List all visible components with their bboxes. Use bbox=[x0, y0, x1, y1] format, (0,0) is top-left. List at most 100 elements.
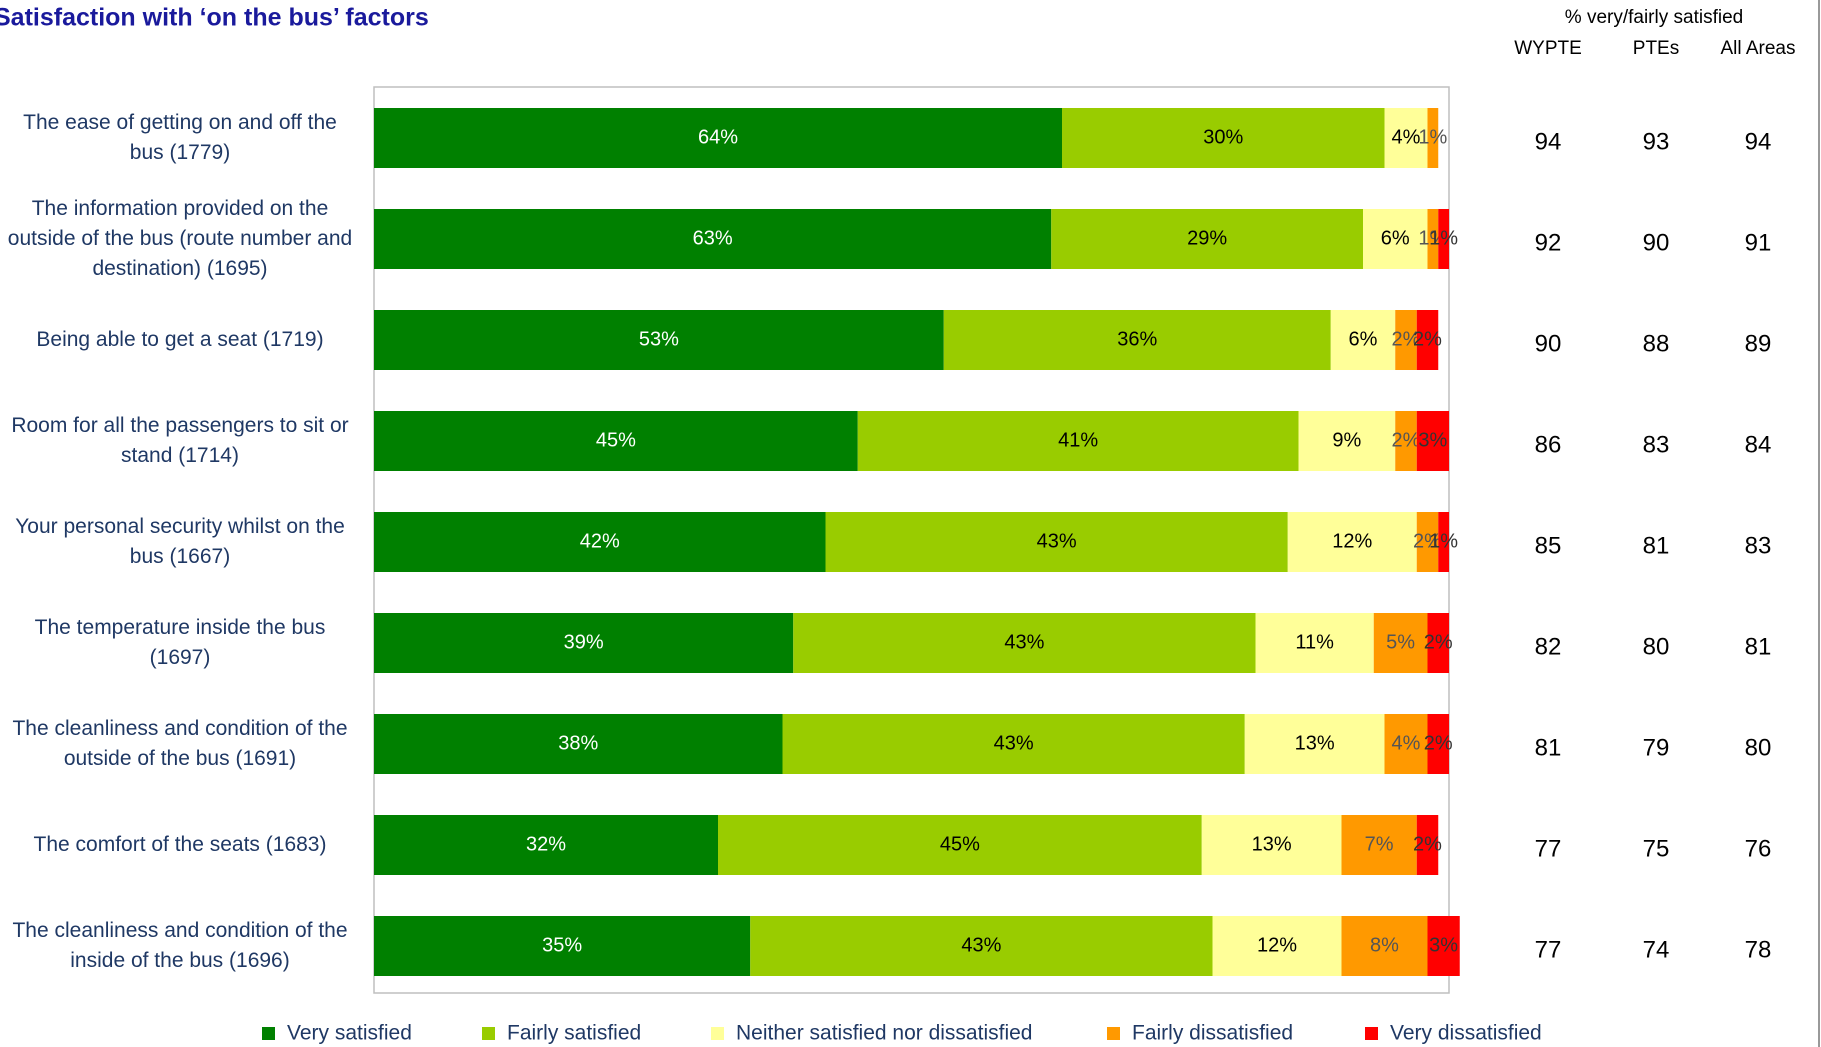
bar-segment bbox=[1395, 310, 1417, 370]
data-label: 4% bbox=[1392, 732, 1421, 754]
table-cell: 76 bbox=[1745, 835, 1772, 862]
bar-segment bbox=[1212, 916, 1342, 976]
bar-segment bbox=[1287, 512, 1417, 572]
table-cell: 80 bbox=[1643, 633, 1670, 660]
bar-segment bbox=[1373, 613, 1428, 673]
data-label: 8% bbox=[1370, 934, 1399, 956]
data-label: 43% bbox=[1004, 631, 1044, 653]
table-cell: 74 bbox=[1643, 936, 1670, 963]
table-cell: 90 bbox=[1535, 330, 1562, 357]
data-label: 11% bbox=[1295, 631, 1334, 653]
legend-swatch bbox=[1365, 1027, 1378, 1040]
table-cell: 92 bbox=[1535, 229, 1562, 256]
category-label: The temperature inside the bus (1697) bbox=[34, 616, 326, 669]
category-label: The ease of getting on and off the bus (… bbox=[23, 111, 337, 164]
bar-segment bbox=[782, 714, 1245, 774]
bar-segment bbox=[1363, 209, 1428, 269]
data-label: 32% bbox=[526, 833, 566, 855]
bar-segment bbox=[374, 714, 783, 774]
table-title: % very/fairly satisfied bbox=[1565, 7, 1743, 28]
category-label: Your personal security whilst on the bus… bbox=[15, 515, 345, 568]
category-label: Room for all the passengers to sit or st… bbox=[11, 414, 349, 467]
data-label: 38% bbox=[558, 732, 598, 754]
table-cell: 83 bbox=[1745, 532, 1772, 559]
data-label: 43% bbox=[1037, 530, 1077, 552]
table-cell: 79 bbox=[1643, 734, 1670, 761]
table-cell: 88 bbox=[1643, 330, 1670, 357]
data-label: 3% bbox=[1429, 934, 1458, 956]
data-label: 45% bbox=[940, 833, 980, 855]
table-cell: 86 bbox=[1535, 431, 1562, 458]
legend-swatch bbox=[262, 1027, 275, 1040]
chart-title: Satisfaction with ‘on the bus’ factors bbox=[0, 4, 429, 32]
table-column-header: All Areas bbox=[1721, 38, 1796, 59]
legend-swatch bbox=[1107, 1027, 1120, 1040]
table-cell: 84 bbox=[1745, 431, 1772, 458]
data-label: 12% bbox=[1332, 530, 1372, 552]
data-label: 36% bbox=[1117, 328, 1157, 350]
table-cell: 93 bbox=[1643, 128, 1670, 155]
data-label: 1% bbox=[1429, 530, 1458, 552]
data-label: 2% bbox=[1392, 429, 1421, 451]
bar-segment bbox=[1062, 108, 1385, 168]
category-label: The cleanliness and condition of the ins… bbox=[12, 919, 348, 972]
bar-segment bbox=[1298, 411, 1396, 471]
bar-segment bbox=[1201, 815, 1342, 875]
bar-segment bbox=[1438, 512, 1449, 572]
data-label: 5% bbox=[1386, 631, 1415, 653]
data-label: 45% bbox=[596, 429, 636, 451]
bar-segment bbox=[1416, 411, 1449, 471]
table-column-header: PTEs bbox=[1633, 38, 1679, 59]
data-label: 41% bbox=[1058, 429, 1098, 451]
data-label: 3% bbox=[1418, 429, 1447, 451]
bar-segment bbox=[1051, 209, 1363, 269]
table-cell: 77 bbox=[1535, 936, 1562, 963]
table-cell: 81 bbox=[1535, 734, 1562, 761]
table-cell: 91 bbox=[1745, 229, 1772, 256]
data-label: 9% bbox=[1332, 429, 1361, 451]
bar-segment bbox=[374, 108, 1062, 168]
bar-segment bbox=[857, 411, 1299, 471]
data-label: 6% bbox=[1381, 227, 1410, 249]
bar-segment bbox=[374, 815, 718, 875]
legend-label: Fairly satisfied bbox=[507, 1022, 641, 1045]
data-label: 2% bbox=[1424, 631, 1453, 653]
category-label: Being able to get a seat (1719) bbox=[36, 328, 324, 351]
data-label: 2% bbox=[1392, 328, 1421, 350]
bar-segment bbox=[1416, 512, 1439, 572]
table-column-header: WYPTE bbox=[1514, 38, 1582, 59]
bar-segment bbox=[1427, 916, 1460, 976]
legend-label: Fairly dissatisfied bbox=[1132, 1022, 1293, 1045]
data-label: 53% bbox=[639, 328, 679, 350]
bar-segment bbox=[1427, 108, 1439, 168]
table-cell: 77 bbox=[1535, 835, 1562, 862]
bar-segment bbox=[1341, 916, 1428, 976]
bar-segment bbox=[1427, 209, 1439, 269]
data-label: 12% bbox=[1257, 934, 1297, 956]
bar-segment bbox=[1384, 714, 1428, 774]
bar-segment bbox=[374, 310, 944, 370]
table-cell: 83 bbox=[1643, 431, 1670, 458]
table-cell: 75 bbox=[1643, 835, 1670, 862]
bar-segment bbox=[1438, 209, 1449, 269]
data-label: 2% bbox=[1413, 530, 1442, 552]
bar-segment bbox=[374, 916, 751, 976]
legend-swatch bbox=[711, 1027, 724, 1040]
table-cell: 81 bbox=[1745, 633, 1772, 660]
data-label: 42% bbox=[580, 530, 620, 552]
bar-segment bbox=[1330, 310, 1396, 370]
bar-segment bbox=[718, 815, 1202, 875]
table-cell: 94 bbox=[1535, 128, 1562, 155]
table-cell: 81 bbox=[1643, 532, 1670, 559]
data-label: 2% bbox=[1413, 833, 1442, 855]
table-cell: 80 bbox=[1745, 734, 1772, 761]
bar-segment bbox=[943, 310, 1331, 370]
table-cell: 78 bbox=[1745, 936, 1772, 963]
data-label: 1% bbox=[1429, 227, 1458, 249]
bar-segment bbox=[1416, 815, 1439, 875]
data-label: 2% bbox=[1424, 732, 1453, 754]
bar-segment bbox=[1427, 613, 1449, 673]
bar-segment bbox=[1255, 613, 1374, 673]
table-cell: 94 bbox=[1745, 128, 1772, 155]
